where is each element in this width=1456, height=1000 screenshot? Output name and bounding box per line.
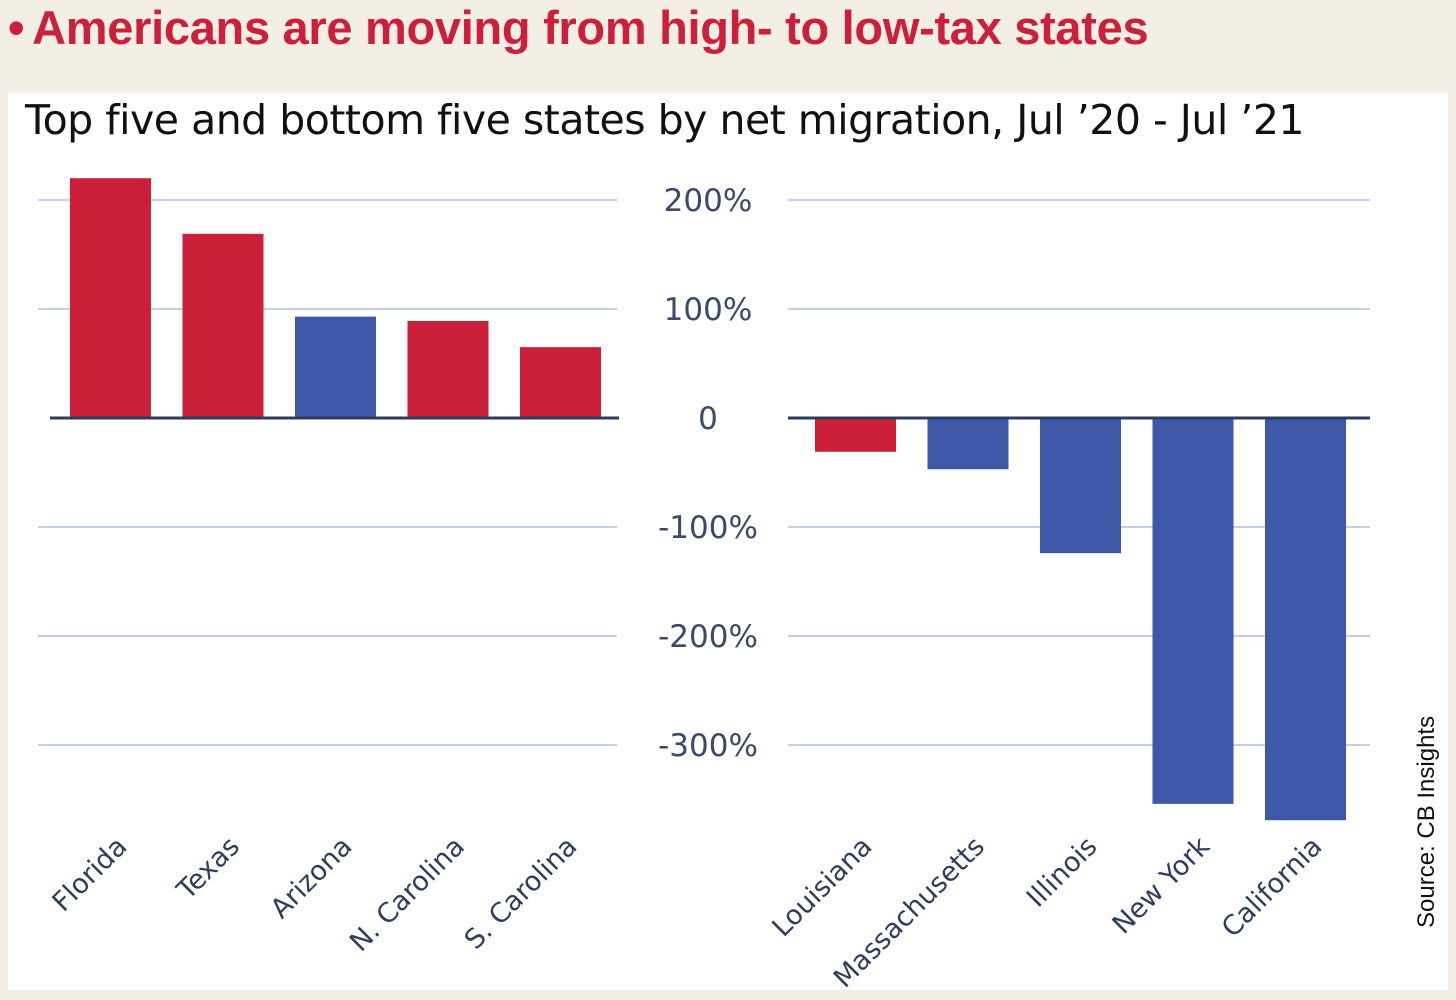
bar-top-1 xyxy=(182,233,264,418)
category-label: Florida xyxy=(47,831,134,918)
category-label: S. Carolina xyxy=(459,831,584,956)
source-note: Source: CB Insights xyxy=(1413,715,1440,928)
category-label: N. Carolina xyxy=(344,831,471,958)
bar-bottom-2 xyxy=(1040,418,1121,554)
y-tick-label: 200% xyxy=(664,183,753,219)
chart-title: Top five and bottom five states by net m… xyxy=(25,96,1305,144)
category-label: New York xyxy=(1107,831,1217,941)
y-tick-label: 0 xyxy=(698,401,718,437)
y-tick-label: -100% xyxy=(658,510,758,546)
bar-bottom-3 xyxy=(1152,418,1234,804)
y-tick-label: -300% xyxy=(658,728,758,764)
bar-top-3 xyxy=(407,320,489,418)
bar-top-0 xyxy=(70,178,151,418)
headline-bullet: • xyxy=(8,1,25,54)
y-tick-label: 100% xyxy=(664,292,753,328)
bar-bottom-0 xyxy=(815,418,896,452)
category-label: California xyxy=(1216,831,1329,944)
category-label: Illinois xyxy=(1021,831,1103,913)
headline-text: Americans are moving from high- to low-t… xyxy=(32,1,1149,54)
y-tick-label: -200% xyxy=(658,619,758,655)
bar-bottom-1 xyxy=(927,418,1009,470)
category-label: Arizona xyxy=(265,831,359,925)
bar-top-2 xyxy=(295,316,376,418)
bar-top-4 xyxy=(520,347,601,418)
bar-bottom-4 xyxy=(1265,418,1346,821)
category-label: Texas xyxy=(171,831,246,906)
headline: • Americans are moving from high- to low-… xyxy=(8,0,1149,58)
category-label: Louisiana xyxy=(766,831,878,943)
